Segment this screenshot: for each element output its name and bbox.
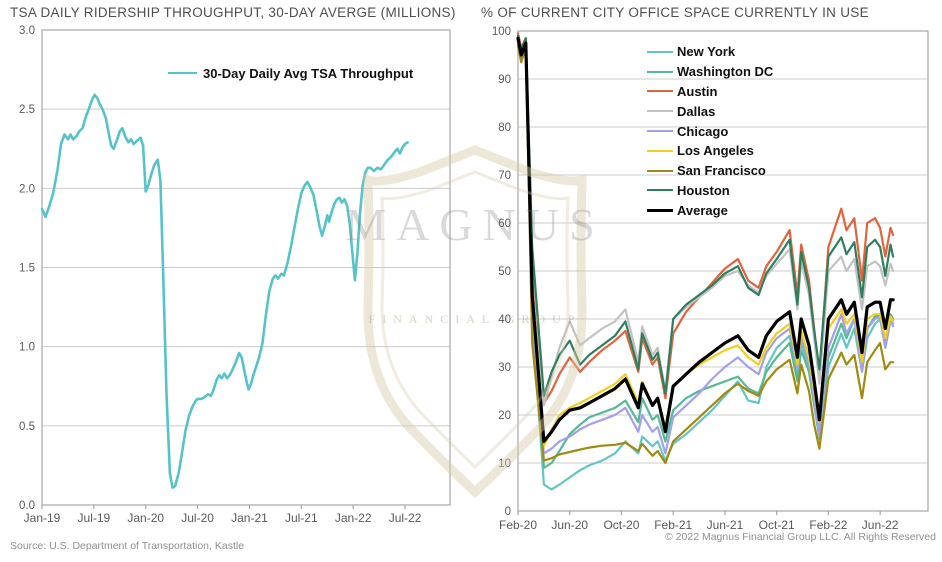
copyright-note: © 2022 Magnus Financial Group LLC. All R… bbox=[665, 531, 936, 543]
legend-item-houston: Houston bbox=[647, 181, 773, 201]
x-axis-tick-label: Oct-20 bbox=[603, 518, 639, 532]
right-chart-title: % OF CURRENT CITY OFFICE SPACE CURRENTLY… bbox=[481, 5, 869, 20]
y-axis-tick-label: 0.0 bbox=[19, 500, 35, 512]
x-axis-tick-label: Oct-21 bbox=[759, 518, 795, 532]
legend-swatch bbox=[647, 208, 673, 212]
legend-swatch bbox=[647, 70, 673, 73]
x-axis-tick-label: Feb-22 bbox=[809, 518, 847, 532]
y-axis-tick-label: 0 bbox=[505, 506, 511, 518]
plot-border bbox=[517, 30, 929, 512]
x-axis-tick-label: Jul-21 bbox=[285, 511, 318, 525]
y-axis-tick-label: 1.5 bbox=[19, 263, 35, 275]
series-line-30-day-daily-avg-tsa-throughput bbox=[40, 93, 409, 489]
x-axis-tick-label: Jan-19 bbox=[24, 511, 61, 525]
legend-label: Average bbox=[677, 202, 728, 218]
y-axis-tick-label: 2.5 bbox=[19, 104, 35, 116]
x-axis-tick-label: Feb-21 bbox=[654, 518, 692, 532]
left-chart-legend: 30-Day Daily Avg TSA Throughput bbox=[168, 65, 414, 81]
y-axis-tick-label: 40 bbox=[498, 314, 511, 326]
legend-swatch bbox=[647, 149, 673, 152]
y-axis-tick-label: 1.0 bbox=[19, 342, 35, 354]
legend-label: Austin bbox=[677, 83, 718, 99]
legend-swatch bbox=[647, 169, 673, 172]
x-axis-tick-label: Jul-19 bbox=[78, 511, 111, 525]
legend-swatch bbox=[647, 90, 673, 93]
series-line-houston bbox=[516, 34, 895, 397]
series-line-austin bbox=[516, 32, 895, 405]
series-line-chicago bbox=[516, 39, 895, 455]
legend-item-washington-dc: Washington DC bbox=[647, 62, 773, 82]
y-axis-tick-label: 70 bbox=[498, 170, 511, 182]
legend-label: Dallas bbox=[677, 103, 716, 119]
legend-item-san-francisco: San Francisco bbox=[647, 161, 773, 181]
plot-border bbox=[41, 29, 451, 506]
legend-label: New York bbox=[677, 44, 736, 60]
x-axis-tick-label: Jul-22 bbox=[389, 511, 422, 525]
tsa-line-swatch bbox=[168, 72, 197, 74]
legend-item-chicago: Chicago bbox=[647, 121, 773, 141]
legend-label: Washington DC bbox=[677, 64, 774, 80]
series-line-average bbox=[516, 36, 895, 443]
x-axis-tick-label: Jan-22 bbox=[335, 511, 372, 525]
series-line-new-york bbox=[516, 37, 895, 491]
x-axis-tick-label: Jun-22 bbox=[862, 518, 899, 532]
legend-label: Los Angeles bbox=[677, 143, 754, 159]
y-axis-tick-label: 100 bbox=[492, 26, 511, 38]
left-chart-title: TSA DAILY RIDERSHIP THROUGHPUT, 30-DAY A… bbox=[10, 5, 456, 20]
x-axis-tick-label: Feb-20 bbox=[499, 518, 537, 532]
y-axis-tick-label: 90 bbox=[498, 74, 511, 86]
legend-swatch bbox=[647, 110, 673, 113]
y-axis-tick-label: 10 bbox=[498, 458, 511, 470]
x-axis-tick-label: Jan-21 bbox=[231, 511, 268, 525]
right-chart-legend: New York Washington DC Austin Dallas Chicago… bbox=[647, 42, 773, 220]
y-axis-tick-label: 30 bbox=[498, 362, 511, 374]
source-note: Source: U.S. Department of Transportatio… bbox=[10, 540, 245, 552]
x-axis-tick-label: Jun-21 bbox=[707, 518, 744, 532]
legend-swatch bbox=[647, 130, 673, 133]
legend-swatch bbox=[647, 50, 673, 53]
legend-label: San Francisco bbox=[677, 163, 766, 179]
y-axis-tick-label: 0.5 bbox=[19, 421, 35, 433]
x-axis-tick-label: Jan-20 bbox=[127, 511, 164, 525]
legend-item-average: Average bbox=[647, 200, 773, 220]
legend-item-los-angeles: Los Angeles bbox=[647, 141, 773, 161]
legend-item-new-york: New York bbox=[647, 42, 773, 62]
legend-item-austin: Austin bbox=[647, 82, 773, 102]
y-axis-tick-label: 80 bbox=[498, 122, 511, 134]
legend-label: Chicago bbox=[677, 123, 729, 139]
y-axis-tick-label: 20 bbox=[498, 410, 511, 422]
y-axis-tick-label: 50 bbox=[498, 266, 511, 278]
y-axis-tick-label: 3.0 bbox=[19, 25, 35, 37]
y-axis-tick-label: 2.0 bbox=[19, 183, 35, 195]
legend-swatch bbox=[647, 189, 673, 192]
series-line-san-francisco bbox=[516, 44, 895, 465]
series-line-dallas bbox=[516, 34, 895, 407]
legend-item-dallas: Dallas bbox=[647, 101, 773, 121]
tsa-legend-label: 30-Day Daily Avg TSA Throughput bbox=[203, 65, 414, 81]
x-axis-tick-label: Jul-20 bbox=[181, 511, 214, 525]
series-line-los-angeles bbox=[516, 39, 895, 448]
x-axis-tick-label: Jun-20 bbox=[551, 518, 588, 532]
legend-label: Houston bbox=[677, 182, 730, 198]
y-axis-tick-label: 60 bbox=[498, 218, 511, 230]
